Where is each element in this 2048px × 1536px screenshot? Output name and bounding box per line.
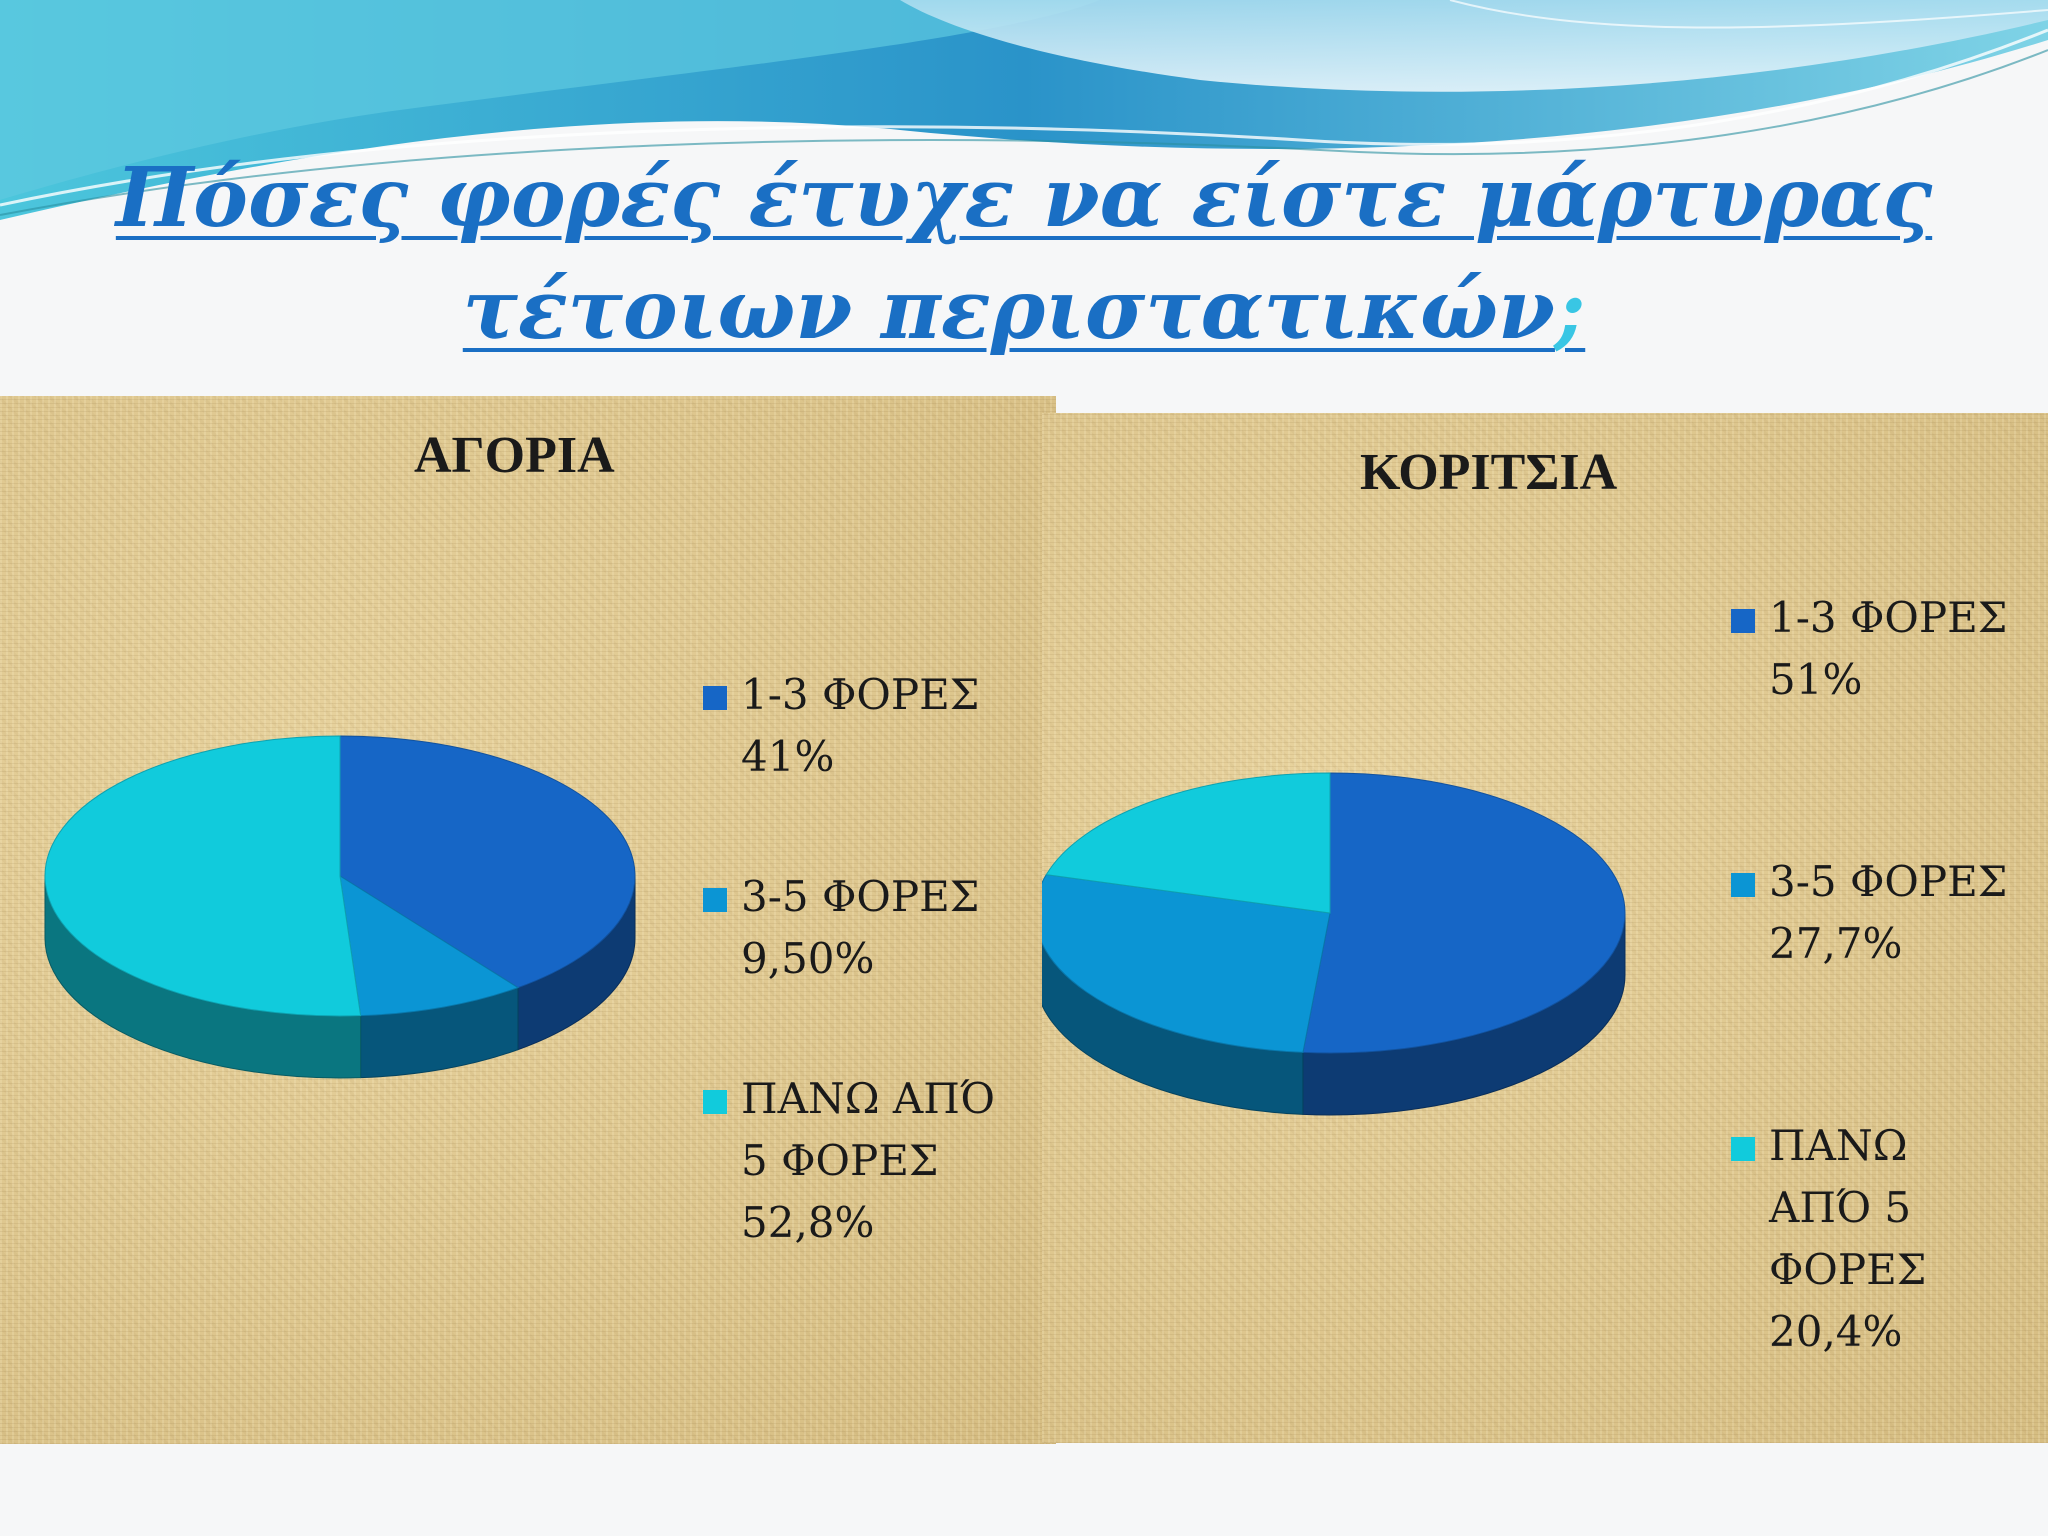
legend-text-line: 5 ΦΟΡΕΣ [741,1136,939,1185]
pie-slice-boys-2 [339,875,520,1017]
legend-text-line: 1-3 ΦΟΡΕΣ [741,670,980,719]
chart-panel-boys: ΑΓΟΡΙΑ 1-3 ΦΟΡΕΣ 41% 3-5 ΦΟΡΕΣ 9,50% ΠΑΝΩ ΑΠ… [0,396,1056,1444]
legend-text-line: 20,4% [1769,1307,1903,1356]
legend-swatch [703,1090,727,1114]
chart-title-boys: ΑΓΟΡΙΑ [414,427,615,484]
legend-text-line: ΦΟΡΕΣ [1769,1245,1927,1294]
slide-title-line-1: Πόσες φορές έτυχε να είστε μάρτυρας [115,150,1933,246]
legend-text-line: 1-3 ΦΟΡΕΣ [1769,593,2008,642]
legend-swatch [1731,609,1755,633]
chart-title-girls: ΚΟΡΙΤΣΙΑ [1360,444,1618,501]
legend-text-line: ΑΠΌ 5 [1769,1183,1912,1232]
pie-slice-boys-1 [339,735,636,989]
legend-text-line: 52,8% [741,1198,875,1247]
pie-slice-boys-3 [44,735,362,1017]
slide-title-question-mark: ; [1554,262,1586,358]
legend-text-line: 3-5 ΦΟΡΕΣ [741,872,980,921]
wave-header-decoration [0,0,2048,260]
legend-swatch [703,686,727,710]
pie-chart-girls [1042,772,1626,1116]
legend-text-line: 51% [1769,655,1863,704]
legend-swatch [1731,1137,1755,1161]
legend-text-line: 9,50% [741,934,875,983]
legend-text-line: 41% [741,732,835,781]
pie-chart-boys [44,735,636,1079]
chart-panel-girls: ΚΟΡΙΤΣΙΑ 1-3 ΦΟΡΕΣ 51% 3-5 ΦΟΡΕΣ 27,7% ΠΑΝΩ Α… [1042,413,2048,1443]
slide-title-line-2-text: τέτοιων περιστατικών [462,262,1555,358]
slide-title-line-2: τέτοιων περιστατικών; [0,262,2048,358]
legend-text-line: ΠΑΝΩ ΑΠΌ [741,1074,995,1123]
legend-swatch [1731,873,1755,897]
legend-text-line: 3-5 ΦΟΡΕΣ [1769,857,2008,906]
pie-slice-girls-2 [1042,874,1331,1053]
pie-slice-girls-1 [1302,772,1626,1054]
pie-slice-girls-3 [1045,772,1331,914]
legend-text-line: 27,7% [1769,919,1903,968]
legend-text-line: ΠΑΝΩ [1769,1121,1908,1170]
legend-swatch [703,888,727,912]
